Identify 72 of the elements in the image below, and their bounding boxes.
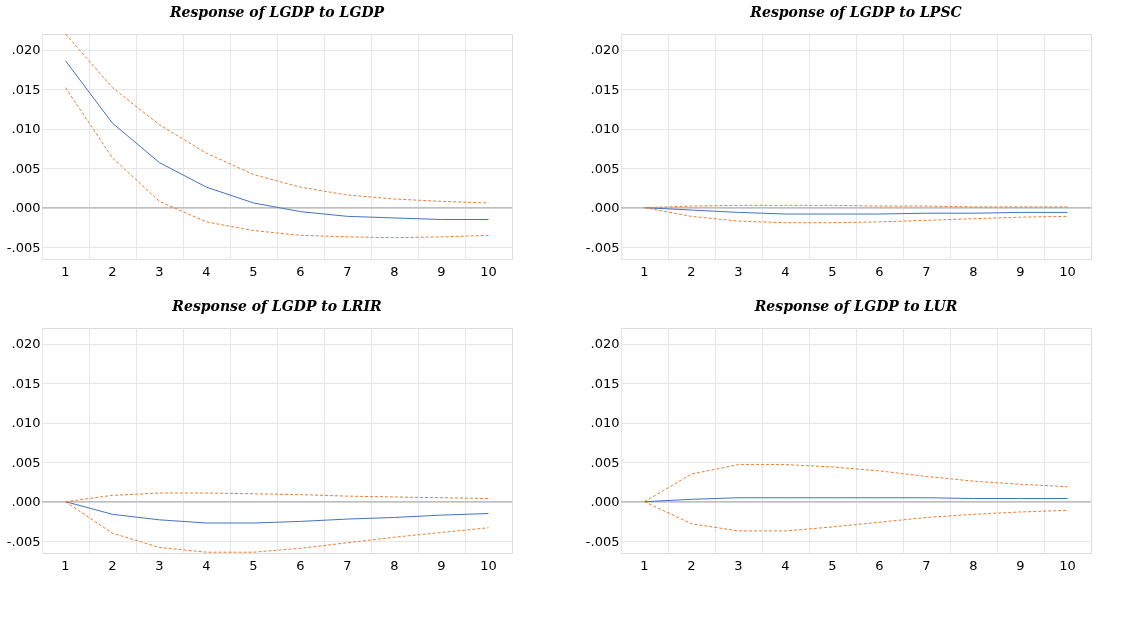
chart-title: Response of LGDP to LRIR [171,298,382,314]
x-tick-label: 6 [875,263,884,279]
x-tick-label: 10 [1059,263,1076,279]
x-tick-label: 4 [202,557,211,573]
x-tick-label: 8 [969,263,978,279]
x-tick-label: 4 [781,263,790,279]
y-tick-label: .020 [11,336,41,352]
y-tick-label: -.005 [585,239,620,255]
y-tick-label: .000 [11,200,41,216]
x-tick-label: 4 [781,557,790,573]
line-series [65,87,489,239]
y-tick-label: .000 [590,200,620,216]
x-tick-label: 1 [640,263,649,279]
x-tick-label: 9 [437,263,446,279]
x-tick-label: 5 [828,557,837,573]
x-tick-label: 6 [296,557,305,573]
x-tick-label: 2 [108,557,117,573]
y-tick-label: .005 [11,160,41,176]
x-tick-label: 10 [1059,557,1076,573]
x-tick-label: 7 [922,263,931,279]
y-tick-label: .020 [590,336,620,352]
y-tick-label: .010 [590,121,620,137]
y-tick-label: .005 [11,454,41,470]
y-tick-label: .010 [11,415,41,431]
y-tick-label: .015 [11,375,41,391]
x-tick-label: 8 [390,557,399,573]
x-tick-label: 3 [734,263,743,279]
y-tick-label: .005 [590,160,620,176]
y-tick-label: -.005 [585,533,620,549]
x-tick-label: 3 [734,557,743,573]
x-tick-label: 1 [61,263,70,279]
x-tick-label: 3 [155,263,164,279]
y-tick-label: .015 [590,375,620,391]
x-tick-label: 7 [343,263,352,279]
y-tick-label: .000 [11,494,41,510]
y-tick-label: .020 [11,42,41,58]
x-tick-label: 3 [155,557,164,573]
chart-title: Response of LGDP to LUR [753,298,958,314]
x-tick-label: 2 [108,263,117,279]
x-tick-label: 2 [687,557,696,573]
x-tick-label: 9 [437,557,446,573]
x-tick-label: 9 [1016,557,1025,573]
line-series [65,34,489,204]
x-tick-label: 5 [249,263,258,279]
line-series [65,501,489,524]
x-tick-label: 9 [1016,263,1025,279]
x-tick-label: 5 [249,557,258,573]
x-tick-label: 5 [828,263,837,279]
x-tick-label: 1 [61,557,70,573]
x-tick-label: 8 [390,263,399,279]
y-tick-label: .015 [590,81,620,97]
chart-title: Response of LGDP to LGDP [168,4,385,20]
x-tick-label: 8 [969,557,978,573]
y-tick-label: .005 [590,454,620,470]
x-tick-label: 6 [875,557,884,573]
x-tick-label: 2 [687,263,696,279]
y-tick-label: -.005 [6,239,41,255]
x-tick-label: 7 [922,557,931,573]
x-tick-label: 10 [480,557,497,573]
x-tick-label: 10 [480,263,497,279]
x-tick-label: 7 [343,557,352,573]
y-tick-label: .015 [11,81,41,97]
y-tick-label: .020 [590,42,620,58]
y-tick-label: -.005 [6,533,41,549]
y-tick-label: .010 [11,121,41,137]
y-tick-label: .010 [590,415,620,431]
chart-title: Response of LGDP to LPSC [749,4,962,20]
x-tick-label: 4 [202,263,211,279]
y-tick-label: .000 [590,494,620,510]
x-tick-label: 1 [640,557,649,573]
line-series [65,60,489,221]
x-tick-label: 6 [296,263,305,279]
